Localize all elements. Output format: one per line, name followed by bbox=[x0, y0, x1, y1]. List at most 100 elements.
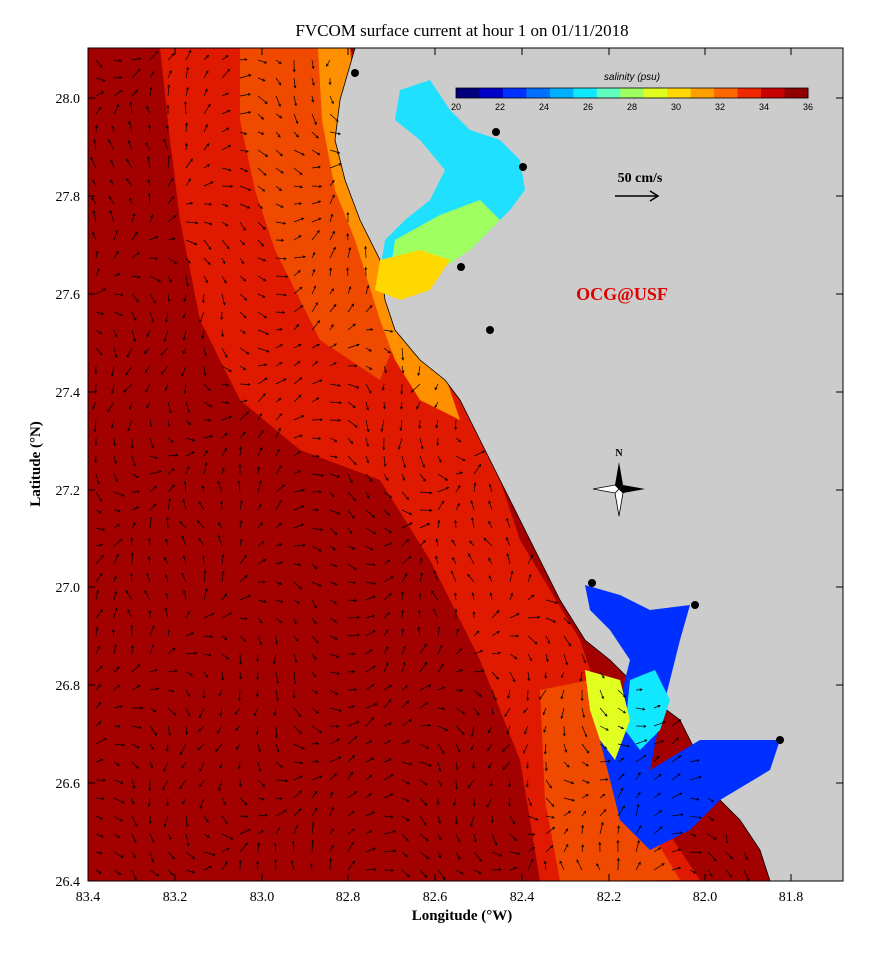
current-vector-head bbox=[263, 172, 267, 176]
current-vector-head bbox=[291, 840, 295, 844]
current-vector bbox=[509, 613, 520, 619]
current-vector-head bbox=[369, 830, 373, 833]
current-vector-head bbox=[543, 751, 547, 755]
current-vector bbox=[167, 293, 170, 302]
current-vector bbox=[561, 671, 565, 678]
current-vector bbox=[383, 850, 396, 853]
current-vector-head bbox=[279, 543, 283, 546]
current-vector bbox=[129, 401, 133, 410]
current-vector-head bbox=[301, 217, 305, 221]
current-vector-head bbox=[90, 156, 94, 160]
current-vector-head bbox=[462, 458, 466, 462]
current-vector bbox=[203, 55, 209, 61]
current-vector-head bbox=[444, 477, 449, 481]
current-vector-head bbox=[547, 640, 550, 645]
current-vector bbox=[383, 347, 391, 354]
current-vector bbox=[455, 437, 461, 443]
current-vector bbox=[329, 773, 337, 781]
current-vector bbox=[545, 845, 553, 853]
current-vector bbox=[128, 121, 133, 133]
current-vector bbox=[184, 481, 187, 493]
current-vector-head bbox=[354, 736, 358, 740]
current-vector bbox=[95, 684, 101, 691]
current-vector-head bbox=[677, 866, 682, 870]
current-vector-head bbox=[316, 343, 320, 347]
current-vector bbox=[401, 491, 409, 500]
current-vector bbox=[383, 542, 392, 547]
x-tick-label: 82.2 bbox=[597, 890, 622, 905]
current-vector bbox=[95, 527, 105, 531]
current-vector bbox=[539, 689, 547, 700]
current-vector bbox=[113, 705, 123, 709]
current-vector-head bbox=[454, 786, 458, 790]
current-vector bbox=[365, 595, 376, 601]
current-vector-head bbox=[279, 499, 283, 503]
current-vector bbox=[311, 808, 318, 817]
current-vector bbox=[311, 743, 319, 745]
current-vector-head bbox=[405, 685, 409, 689]
current-vector bbox=[383, 509, 390, 516]
current-vector-head bbox=[96, 589, 99, 594]
current-vector bbox=[257, 95, 268, 104]
current-vector-head bbox=[273, 842, 277, 846]
current-vector-head bbox=[364, 266, 368, 270]
current-vector-head bbox=[164, 556, 167, 561]
current-vector-head bbox=[470, 500, 474, 504]
current-vector-head bbox=[297, 360, 301, 364]
current-vector bbox=[419, 455, 425, 468]
current-vector bbox=[653, 793, 661, 799]
current-vector-head bbox=[454, 426, 458, 431]
current-vector-head bbox=[117, 684, 121, 688]
current-vector bbox=[455, 472, 463, 475]
current-vector bbox=[293, 235, 302, 241]
current-vector bbox=[126, 159, 133, 169]
current-vector-head bbox=[602, 793, 606, 797]
current-vector bbox=[488, 575, 493, 583]
current-vector bbox=[401, 779, 410, 785]
current-vector bbox=[483, 537, 493, 547]
current-vector bbox=[203, 239, 212, 250]
current-vector bbox=[149, 87, 152, 97]
current-vector bbox=[256, 689, 259, 697]
current-vector-head bbox=[393, 849, 397, 853]
current-vector-head bbox=[354, 424, 358, 428]
current-vector bbox=[635, 755, 646, 763]
current-vector-head bbox=[208, 418, 212, 422]
current-vector-head bbox=[507, 695, 510, 699]
current-vector bbox=[437, 686, 445, 691]
current-vector bbox=[599, 794, 605, 799]
current-vector bbox=[221, 401, 229, 404]
current-vector-head bbox=[199, 784, 203, 788]
current-vector-head bbox=[550, 845, 554, 849]
current-vector bbox=[293, 203, 302, 205]
station-marker bbox=[486, 326, 494, 334]
current-vector-head bbox=[514, 866, 518, 870]
current-vector-head bbox=[120, 293, 124, 297]
current-vector bbox=[347, 842, 354, 853]
current-vector-head bbox=[226, 656, 230, 660]
current-vector-head bbox=[173, 215, 177, 218]
current-vector-head bbox=[643, 724, 647, 728]
current-vector bbox=[311, 269, 315, 277]
current-vector bbox=[113, 251, 119, 259]
current-vector-head bbox=[215, 749, 219, 753]
current-vector-head bbox=[426, 856, 430, 860]
current-vector-head bbox=[130, 445, 134, 449]
current-vector bbox=[383, 329, 393, 332]
current-vector-head bbox=[456, 628, 460, 632]
current-vector bbox=[149, 293, 156, 304]
current-vector-head bbox=[283, 809, 287, 813]
current-vector bbox=[108, 196, 115, 205]
current-vector-head bbox=[311, 66, 315, 70]
current-vector bbox=[347, 286, 351, 295]
current-vector bbox=[365, 246, 367, 259]
current-vector-head bbox=[675, 737, 679, 741]
current-vector bbox=[401, 473, 405, 481]
current-vector-head bbox=[92, 209, 96, 214]
current-vector-head bbox=[512, 679, 516, 683]
current-vector-head bbox=[135, 475, 140, 478]
current-vector bbox=[275, 413, 283, 421]
current-vector-head bbox=[227, 68, 231, 72]
y-tick-label: 28.0 bbox=[56, 92, 81, 107]
current-vector-head bbox=[438, 855, 442, 859]
